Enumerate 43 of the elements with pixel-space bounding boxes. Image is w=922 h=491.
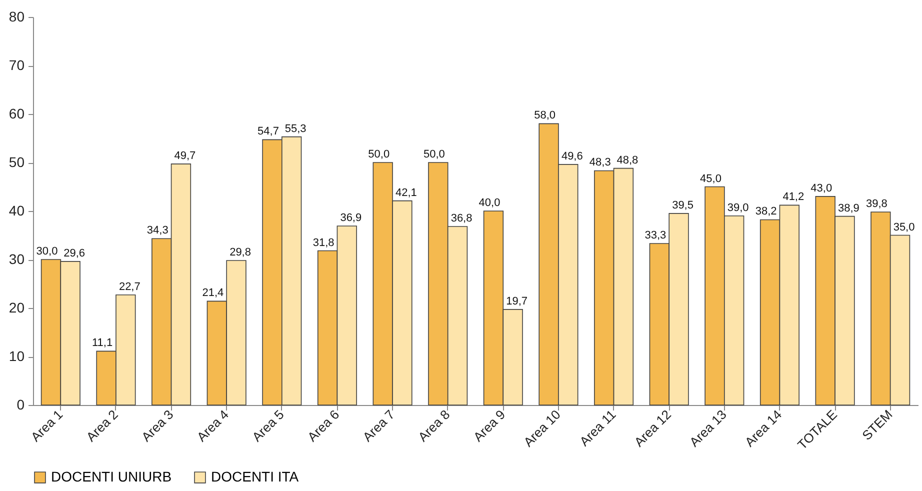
y-tick-label: 0 bbox=[16, 396, 25, 412]
data-label: 48,3 bbox=[589, 156, 611, 169]
y-tick-label: 50 bbox=[8, 154, 25, 170]
y-tick-label: 80 bbox=[8, 8, 25, 24]
data-label: 55,3 bbox=[284, 122, 306, 135]
data-label: 22,7 bbox=[118, 280, 140, 293]
data-label: 34,3 bbox=[146, 224, 168, 237]
y-tick-label: 10 bbox=[8, 348, 25, 364]
y-tick-label: 20 bbox=[8, 300, 25, 316]
data-label: 50,0 bbox=[423, 148, 445, 160]
data-label: 33,3 bbox=[644, 229, 666, 242]
data-label: 43,0 bbox=[810, 182, 832, 194]
data-label: 29,6 bbox=[64, 247, 86, 260]
data-label: 29,8 bbox=[230, 246, 251, 258]
y-tick-label: 40 bbox=[8, 202, 25, 218]
y-tick-label: 60 bbox=[8, 106, 25, 122]
data-label: 50,0 bbox=[368, 148, 390, 160]
data-label: 40,0 bbox=[478, 197, 500, 209]
data-label: 41,2 bbox=[782, 191, 804, 204]
data-label: 42,1 bbox=[396, 186, 417, 199]
data-label: 38,9 bbox=[838, 202, 860, 214]
y-tick-label: 30 bbox=[8, 251, 25, 267]
data-label: 30,0 bbox=[36, 246, 58, 258]
y-tick-label: 70 bbox=[8, 57, 25, 73]
data-label: 49,7 bbox=[174, 150, 196, 162]
data-label: 39,5 bbox=[672, 199, 694, 212]
legend-label: DOCENTI ITA bbox=[211, 468, 300, 484]
data-label: 19,7 bbox=[506, 295, 528, 308]
data-label: 39,0 bbox=[727, 202, 749, 214]
data-label: 58,0 bbox=[534, 110, 556, 122]
data-label: 49,6 bbox=[561, 150, 583, 162]
data-label: 39,8 bbox=[866, 198, 888, 210]
data-label: 48,8 bbox=[616, 154, 638, 166]
legend-label: DOCENTI UNIURB bbox=[51, 468, 172, 484]
data-label: 45,0 bbox=[700, 172, 722, 185]
data-label: 21,4 bbox=[202, 287, 224, 300]
data-label: 38,2 bbox=[755, 206, 777, 218]
data-label: 31,8 bbox=[312, 236, 334, 249]
data-label: 54,7 bbox=[258, 126, 279, 138]
data-label: 36,9 bbox=[340, 212, 362, 224]
data-label: 35,0 bbox=[893, 221, 915, 234]
data-label: 11,1 bbox=[92, 337, 113, 350]
data-label: 36,8 bbox=[450, 212, 472, 225]
